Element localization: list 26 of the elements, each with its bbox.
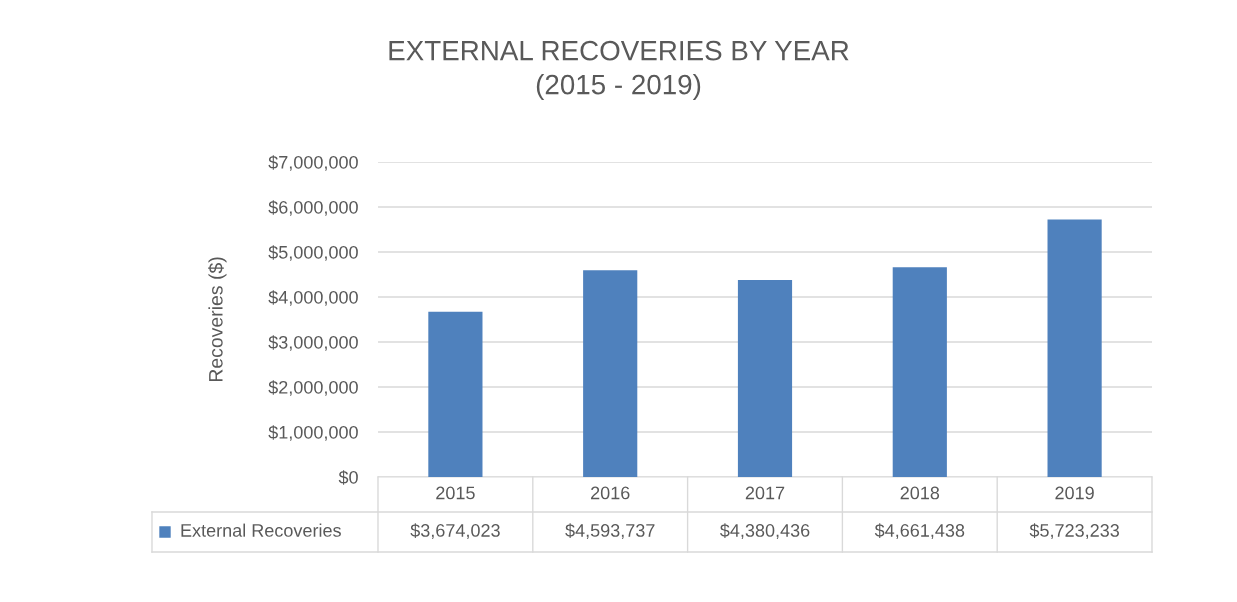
y-tick-label: $4,000,000 (268, 290, 358, 306)
data-label: $4,593,737 (565, 523, 655, 539)
data-label: $4,380,436 (720, 523, 810, 539)
y-tick-label: $1,000,000 (268, 425, 358, 441)
x-tick-label: 2016 (591, 486, 630, 500)
data-label: $3,674,023 (410, 523, 500, 539)
y-tick-label: $5,000,000 (268, 245, 358, 261)
y-tick-label: $2,000,000 (268, 380, 358, 396)
legend-label: External Recoveries (181, 523, 341, 537)
bar (428, 311, 483, 477)
x-tick-label: 2015 (436, 486, 475, 500)
bar (583, 270, 638, 477)
y-axis-title: Recoveries ($) (208, 257, 227, 382)
data-label: $5,723,233 (1029, 523, 1119, 539)
y-tick-label: $3,000,000 (268, 335, 358, 351)
y-tick-label: $6,000,000 (268, 200, 358, 216)
x-tick-label: 2017 (745, 486, 785, 500)
data-label: $4,661,438 (874, 523, 965, 539)
y-tick-label: $7,000,000 (268, 155, 358, 171)
y-tick-label: $0 (338, 470, 358, 485)
bar (892, 267, 947, 477)
x-tick-label: 2018 (900, 486, 940, 500)
chart-title: EXTERNAL RECOVERIES BY YEAR (2015 - 2019) (389, 40, 849, 100)
x-tick-label: 2019 (1055, 486, 1094, 500)
bar (1047, 219, 1102, 477)
bar (737, 279, 793, 477)
